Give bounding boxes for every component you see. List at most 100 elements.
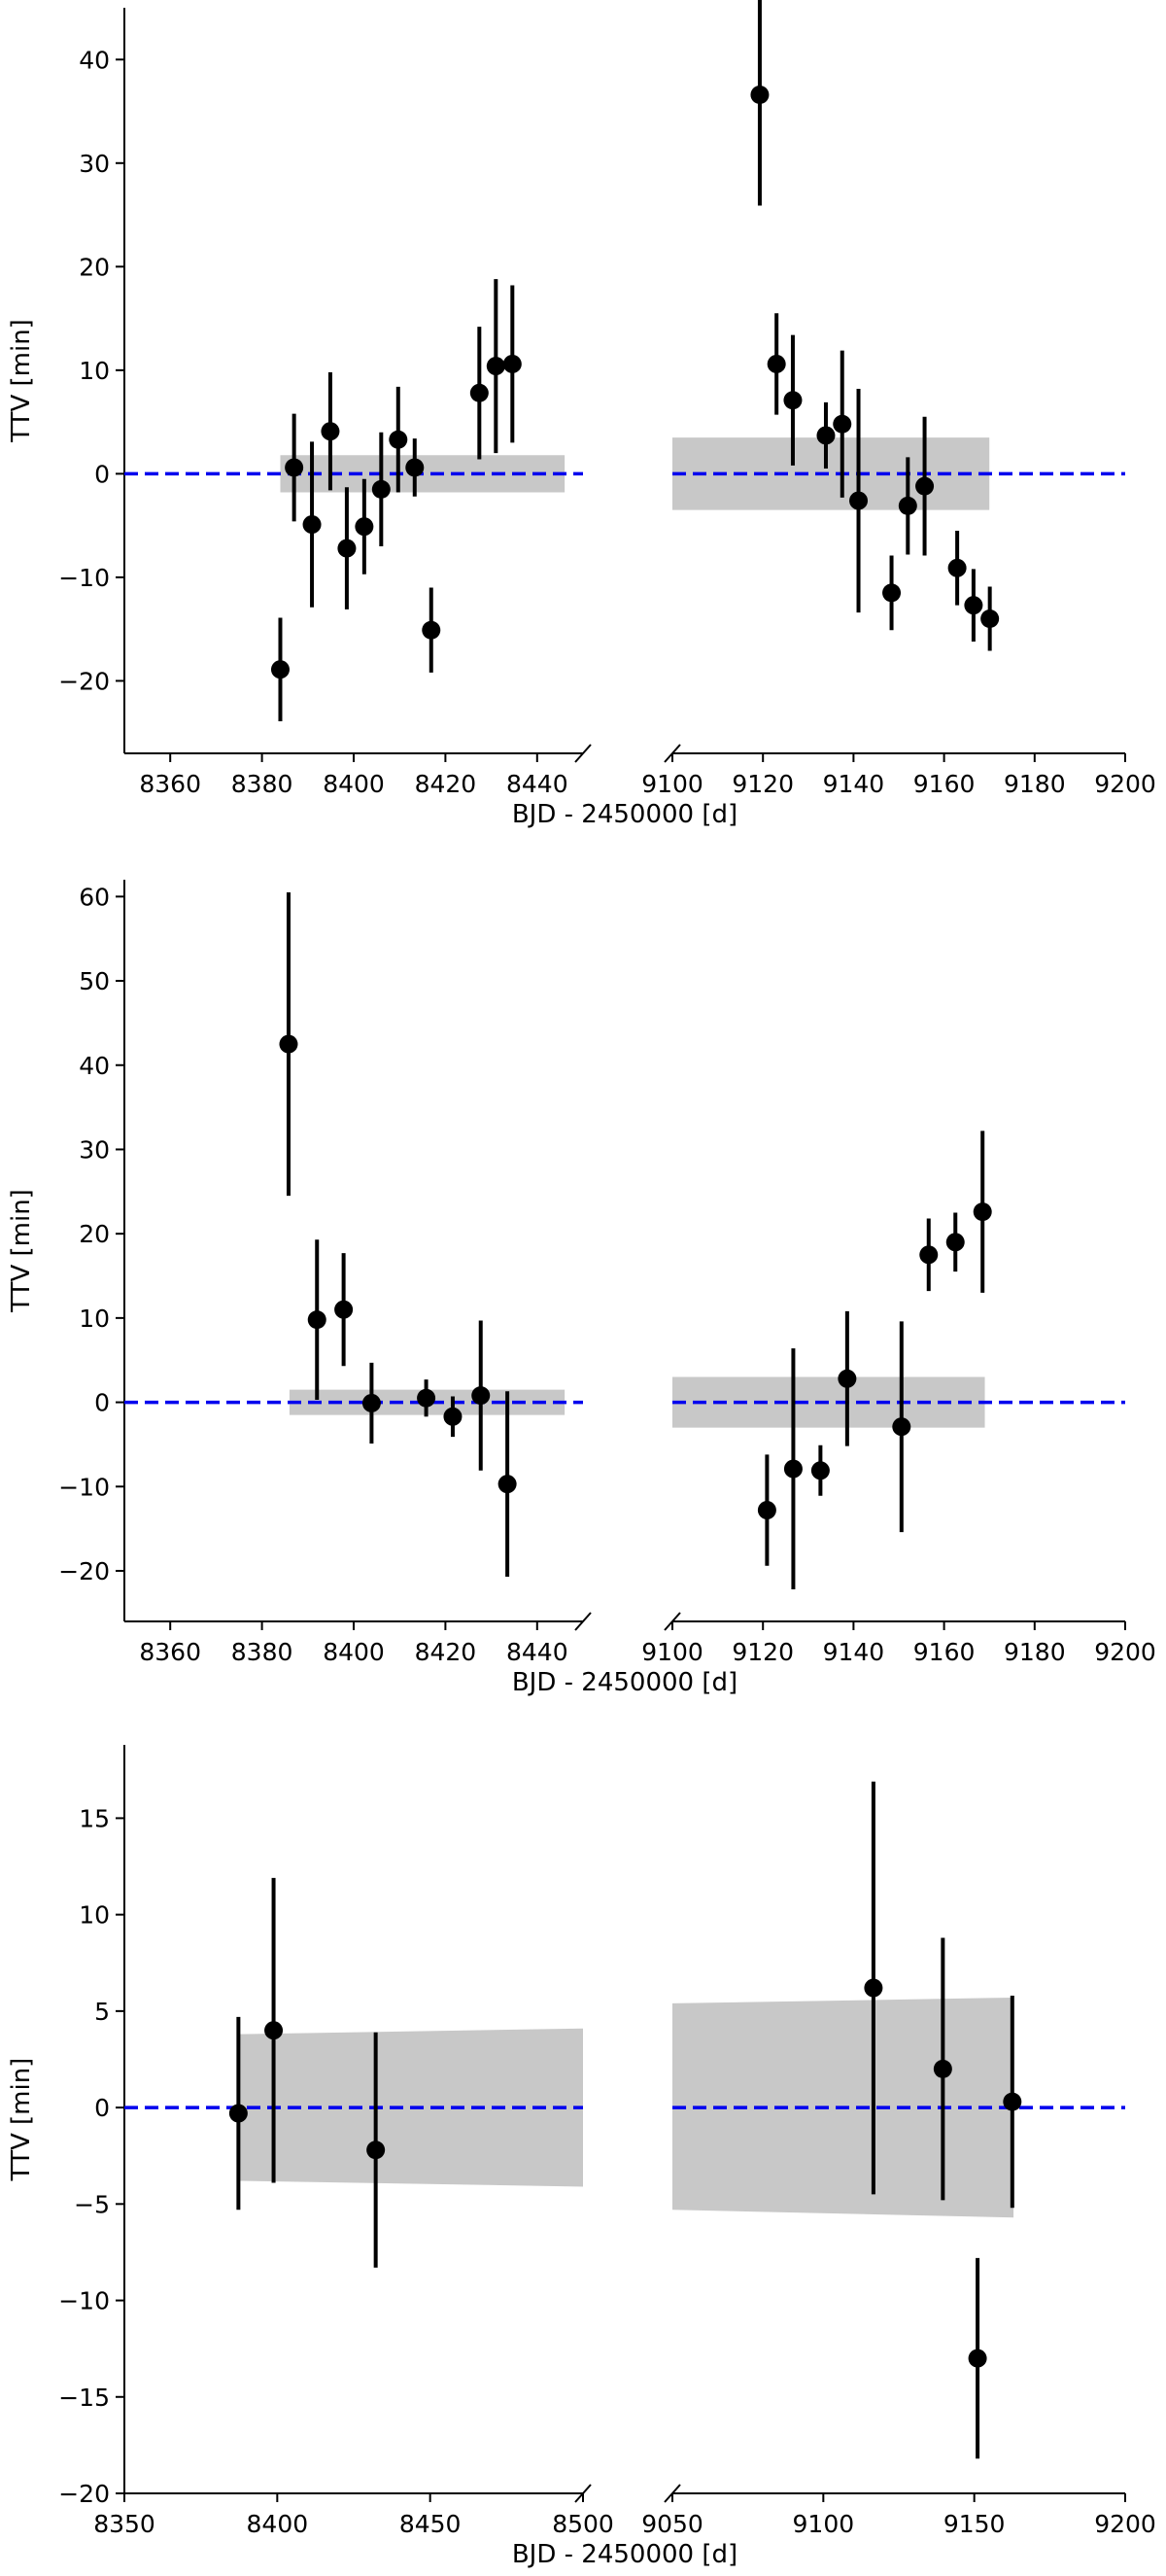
data-point — [469, 383, 489, 402]
y-tick-label: −10 — [58, 2287, 110, 2315]
data-point — [366, 2141, 386, 2160]
x-tick-label: 8380 — [231, 1638, 293, 1666]
data-point — [1003, 2092, 1022, 2111]
y-tick-label: 40 — [79, 1052, 110, 1080]
y-tick-label: 60 — [79, 883, 110, 911]
x-tick-label: 8400 — [323, 770, 385, 798]
y-axis-label: TTV [min] — [7, 2058, 36, 2182]
x-tick-label: 9180 — [1004, 1638, 1066, 1666]
data-point — [371, 479, 391, 499]
data-point — [933, 2059, 952, 2078]
x-tick-label: 8360 — [139, 1638, 201, 1666]
y-tick-label: −10 — [58, 1473, 110, 1501]
x-tick-label: 9050 — [641, 2510, 703, 2538]
axis-break-marker — [574, 2484, 592, 2503]
x-tick-label: 8420 — [415, 770, 477, 798]
x-tick-label: 9100 — [793, 2510, 855, 2538]
data-point — [838, 1369, 857, 1388]
data-point — [980, 609, 1000, 629]
y-tick-label: 20 — [79, 253, 110, 281]
y-tick-label: 0 — [94, 2094, 110, 2122]
axis-break-marker — [664, 1612, 681, 1631]
data-point — [302, 515, 322, 535]
data-point — [947, 558, 967, 577]
x-tick-label: 9160 — [913, 770, 976, 798]
data-point — [334, 1300, 354, 1319]
segment-left: 8360 8380 8400 8420 8440 — [124, 892, 592, 1666]
y-tick-label: 10 — [79, 1901, 110, 1930]
y-tick-label: −20 — [58, 1557, 110, 1585]
y-axis-label: TTV [min] — [7, 319, 36, 443]
data-point — [355, 517, 374, 537]
data-point — [864, 1978, 883, 1998]
data-point — [361, 1393, 381, 1412]
data-point — [285, 458, 304, 477]
y-tick-label: 10 — [79, 1305, 110, 1333]
data-point — [750, 85, 770, 104]
data-point — [264, 2021, 284, 2040]
x-tick-label: 8350 — [93, 2510, 155, 2538]
axis-break-marker — [574, 744, 592, 763]
data-point — [497, 1475, 517, 1494]
x-tick-label: 8450 — [399, 2510, 462, 2538]
segment-right: 9100 9120 9140 9160 9180 9200 — [641, 0, 1156, 798]
y-tick-label: −20 — [58, 2480, 110, 2508]
segment-right: 9100 9120 9140 9160 9180 9200 — [641, 1131, 1156, 1666]
segment-left: 8360 8380 8400 8420 8440 — [124, 279, 592, 798]
data-point — [783, 1459, 803, 1479]
y-tick-label: 20 — [79, 1220, 110, 1248]
data-point — [502, 354, 522, 373]
y-tick-label: −15 — [58, 2384, 110, 2412]
x-tick-label: 8500 — [552, 2510, 614, 2538]
data-point — [471, 1386, 491, 1406]
segment-left: 8350 8400 8450 8500 — [93, 1877, 614, 2538]
y-tick-label: −20 — [58, 667, 110, 695]
axis-break-marker — [664, 744, 681, 763]
x-axis-label: BJD - 2450000 [d] — [512, 800, 737, 829]
x-tick-label: 9120 — [732, 770, 794, 798]
x-tick-label: 9160 — [913, 1638, 976, 1666]
data-point — [389, 430, 408, 449]
y-tick-label: −10 — [58, 564, 110, 592]
data-point — [919, 1245, 939, 1265]
data-point — [849, 491, 869, 510]
ttv-panel-2: −20 −10 0 10 20 30 40 50 60 TTV [min] 8360 8380 8400… — [7, 880, 1156, 1697]
y-tick-label: 50 — [79, 967, 110, 995]
y-axis-label: TTV [min] — [7, 1189, 36, 1313]
data-point — [945, 1233, 965, 1252]
x-tick-label: 9200 — [1094, 1638, 1156, 1666]
x-tick-label: 8440 — [506, 1638, 568, 1666]
ttv-panel-1: −20 −10 0 10 20 30 40 TTV [min] 8360 8380 8400 8420… — [7, 0, 1156, 829]
data-point — [767, 354, 786, 373]
data-point — [973, 1202, 992, 1222]
x-tick-label: 9200 — [1094, 2510, 1156, 2538]
segment-right: 9050 9100 9150 9200 — [641, 1781, 1156, 2538]
x-tick-label: 8380 — [231, 770, 293, 798]
data-point — [833, 414, 852, 434]
data-point — [422, 620, 441, 640]
y-tick-label: 15 — [79, 1804, 110, 1832]
data-point — [810, 1461, 830, 1480]
x-tick-label: 9100 — [641, 1638, 703, 1666]
axis-break-marker — [664, 2484, 681, 2503]
x-tick-label: 9140 — [823, 770, 885, 798]
x-tick-label: 9180 — [1004, 770, 1066, 798]
data-point — [307, 1310, 326, 1330]
data-point — [417, 1388, 436, 1408]
x-axis-label: BJD - 2450000 [d] — [512, 2540, 737, 2569]
data-point — [337, 539, 357, 558]
x-tick-label: 9150 — [943, 2510, 1006, 2538]
y-tick-label: 5 — [94, 1998, 110, 2026]
data-point — [270, 660, 290, 679]
x-tick-label: 9120 — [732, 1638, 794, 1666]
data-point — [279, 1034, 298, 1054]
x-tick-label: 9200 — [1094, 770, 1156, 798]
x-tick-label: 8420 — [415, 1638, 477, 1666]
data-point — [486, 357, 505, 376]
data-point — [816, 426, 836, 445]
data-point — [898, 496, 917, 515]
x-tick-label: 8400 — [323, 1638, 385, 1666]
x-tick-label: 8360 — [139, 770, 201, 798]
y-tick-label: 0 — [94, 1389, 110, 1417]
